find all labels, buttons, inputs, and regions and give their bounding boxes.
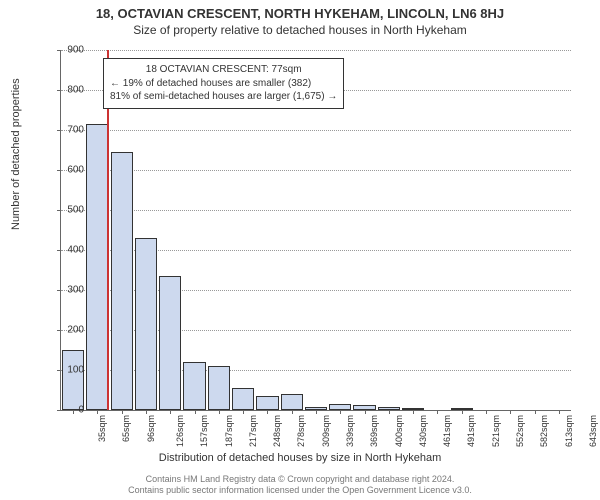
gridline xyxy=(61,170,571,171)
histogram-bar xyxy=(86,124,108,410)
xtick-label: 613sqm xyxy=(564,415,574,447)
xtick-mark xyxy=(437,410,438,414)
xtick-label: 309sqm xyxy=(321,415,331,447)
histogram-bar xyxy=(135,238,157,410)
histogram-bar xyxy=(111,152,133,410)
ytick-label: 0 xyxy=(54,405,84,416)
xtick-mark xyxy=(486,410,487,414)
xtick-mark xyxy=(219,410,220,414)
xtick-label: 339sqm xyxy=(345,415,355,447)
ytick-label: 300 xyxy=(54,285,84,296)
xtick-mark xyxy=(243,410,244,414)
xtick-label: 278sqm xyxy=(296,415,306,447)
xtick-mark xyxy=(292,410,293,414)
y-axis-label: Number of detached properties xyxy=(10,78,22,230)
histogram-bar xyxy=(329,404,351,410)
xtick-mark xyxy=(316,410,317,414)
ytick-label: 400 xyxy=(54,245,84,256)
plot-area: 35sqm65sqm96sqm126sqm157sqm187sqm217sqm2… xyxy=(60,50,571,411)
xtick-label: 582sqm xyxy=(539,415,549,447)
gridline xyxy=(61,50,571,51)
xtick-label: 126sqm xyxy=(175,415,185,447)
gridline xyxy=(61,210,571,211)
footer-line2: Contains public sector information licen… xyxy=(0,485,600,496)
xtick-label: 400sqm xyxy=(394,415,404,447)
x-axis-label: Distribution of detached houses by size … xyxy=(0,452,600,464)
xtick-mark xyxy=(195,410,196,414)
xtick-mark xyxy=(413,410,414,414)
xtick-label: 430sqm xyxy=(418,415,428,447)
info-line-3: 81% of semi-detached houses are larger (… xyxy=(110,90,337,104)
histogram-bar xyxy=(451,408,473,410)
xtick-mark xyxy=(97,410,98,414)
chart-container: 18, OCTAVIAN CRESCENT, NORTH HYKEHAM, LI… xyxy=(0,0,600,500)
xtick-label: 643sqm xyxy=(588,415,598,447)
xtick-label: 65sqm xyxy=(121,415,131,442)
xtick-label: 157sqm xyxy=(199,415,209,447)
xtick-mark xyxy=(340,410,341,414)
info-box: 18 OCTAVIAN CRESCENT: 77sqm← 19% of deta… xyxy=(103,58,344,109)
gridline xyxy=(61,130,571,131)
ytick-label: 500 xyxy=(54,205,84,216)
xtick-mark xyxy=(146,410,147,414)
ytick-label: 200 xyxy=(54,325,84,336)
histogram-bar xyxy=(402,408,424,410)
xtick-mark xyxy=(170,410,171,414)
histogram-bar xyxy=(305,407,327,410)
xtick-label: 491sqm xyxy=(466,415,476,447)
ytick-label: 600 xyxy=(54,165,84,176)
xtick-label: 187sqm xyxy=(224,415,234,447)
xtick-mark xyxy=(122,410,123,414)
xtick-mark xyxy=(559,410,560,414)
histogram-bar xyxy=(378,407,400,410)
info-line-1: 18 OCTAVIAN CRESCENT: 77sqm xyxy=(110,63,337,77)
xtick-mark xyxy=(510,410,511,414)
histogram-bar xyxy=(256,396,278,410)
histogram-bar xyxy=(353,405,375,410)
ytick-label: 900 xyxy=(54,45,84,56)
histogram-bar xyxy=(281,394,303,410)
xtick-label: 35sqm xyxy=(97,415,107,442)
ytick-label: 800 xyxy=(54,85,84,96)
xtick-label: 217sqm xyxy=(248,415,258,447)
histogram-bar xyxy=(62,350,84,410)
histogram-bar xyxy=(208,366,230,410)
xtick-label: 96sqm xyxy=(146,415,156,442)
histogram-bar xyxy=(183,362,205,410)
xtick-label: 552sqm xyxy=(515,415,525,447)
info-line-2: ← 19% of detached houses are smaller (38… xyxy=(110,77,337,91)
ytick-label: 700 xyxy=(54,125,84,136)
chart-subtitle: Size of property relative to detached ho… xyxy=(0,21,600,37)
xtick-mark xyxy=(365,410,366,414)
xtick-mark xyxy=(267,410,268,414)
xtick-mark xyxy=(389,410,390,414)
footer-line1: Contains HM Land Registry data © Crown c… xyxy=(0,474,600,485)
xtick-mark xyxy=(462,410,463,414)
ytick-label: 100 xyxy=(54,365,84,376)
histogram-bar xyxy=(159,276,181,410)
histogram-bar xyxy=(232,388,254,410)
xtick-label: 369sqm xyxy=(369,415,379,447)
xtick-label: 461sqm xyxy=(442,415,452,447)
xtick-mark xyxy=(535,410,536,414)
footer-attribution: Contains HM Land Registry data © Crown c… xyxy=(0,474,600,497)
xtick-label: 521sqm xyxy=(491,415,501,447)
xtick-label: 248sqm xyxy=(272,415,282,447)
chart-title: 18, OCTAVIAN CRESCENT, NORTH HYKEHAM, LI… xyxy=(0,0,600,21)
